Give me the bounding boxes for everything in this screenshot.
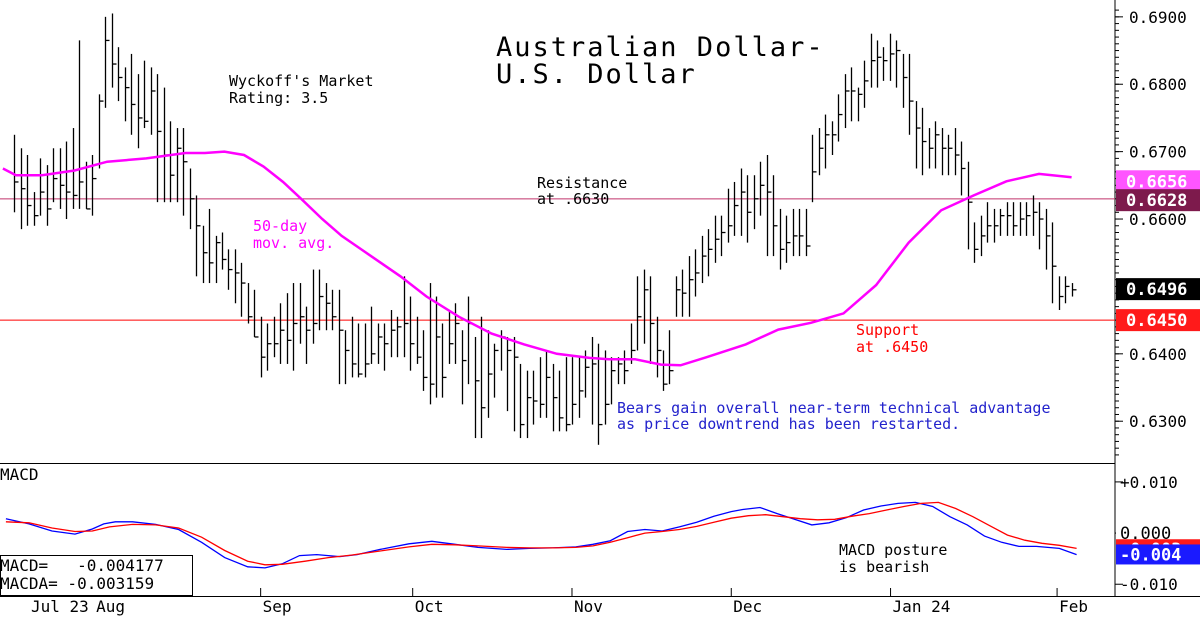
chart-title-line2: U.S. Dollar (496, 59, 697, 90)
price-tag-box (1116, 189, 1200, 212)
price-tag-box (1116, 309, 1200, 332)
price-tag-box (1116, 170, 1200, 193)
x-tick-label: Sep (263, 597, 292, 616)
price-tag-label: 0.6496 (1126, 280, 1187, 300)
macd-tag-box (1116, 523, 1200, 544)
macd-readout-box (0, 555, 193, 596)
macd-tick-label: +0.010 (1120, 473, 1178, 492)
macd-readout: MACD= -0.004177 (0, 556, 164, 575)
macd-annotation-line1: MACD posture (839, 541, 947, 559)
price-tick-label: 0.6700 (1129, 143, 1187, 162)
price-tag-label: 0.6628 (1126, 191, 1187, 211)
macd-lines (5, 501, 1077, 569)
x-tick-label: Jul 23 (31, 597, 89, 616)
support-resistance-lines (0, 198, 1115, 321)
price-tick-label: 0.6600 (1129, 210, 1187, 229)
macd-annotation-line2: is bearish (839, 558, 929, 576)
macd-panel-title: MACD (0, 465, 39, 484)
support-label-line2: at .6450 (856, 338, 928, 356)
note-line2: as price downtrend has been restarted. (617, 415, 960, 433)
chart-title-line1: Australian Dollar- (496, 32, 825, 63)
x-axis: Jul 23 Aug Sep Oct Nov Dec Jan 24 Feb (28, 588, 1088, 616)
macd-y-axis: +0.010 -0.010 (1115, 473, 1178, 594)
x-tick-label: Dec (733, 597, 762, 616)
ma-label-line1: 50-day (253, 217, 307, 235)
x-tick-label: Jan 24 (893, 597, 951, 616)
x-tick-label: Oct (415, 597, 444, 616)
macd-tick-label: -0.010 (1120, 575, 1178, 594)
rating-line1: Wyckoff's Market (229, 72, 374, 90)
moving-average-line (2, 150, 1072, 367)
price-y-axis: 0.6900 0.6800 0.6700 0.6600 0.6400 0.6300 (1115, 8, 1187, 456)
macd-series-macda (5, 501, 1077, 566)
price-tag-label: 0.6656 (1126, 172, 1187, 192)
macd-series-macd (5, 501, 1077, 569)
note-line1: Bears gain overall near-term technical a… (617, 399, 1050, 417)
ma-label-line2: mov. avg. (253, 234, 334, 252)
macd-tag-box (1116, 544, 1200, 565)
macd-tags: 0.000-0.003-0.004 (1116, 523, 1200, 565)
price-tick-label: 0.6800 (1129, 75, 1187, 94)
price-tick-label: 0.6400 (1129, 345, 1187, 364)
macda-readout: MACDA= -0.003159 (0, 574, 154, 593)
price-tag-box (1116, 278, 1200, 301)
resistance-label-line2: at .6630 (537, 190, 609, 208)
support-label-line1: Support (856, 321, 919, 339)
rating-line2: Rating: 3.5 (229, 89, 328, 107)
x-tick-label: Aug (96, 597, 125, 616)
macd-tag-label: -0.004 (1120, 545, 1181, 565)
resistance-label-line1: Resistance (537, 174, 627, 192)
price-tag-label: 0.6450 (1126, 311, 1187, 331)
price-tick-label: 0.6300 (1129, 412, 1187, 431)
macd-tag-label: 0.000 (1120, 524, 1171, 544)
x-tick-label: Feb (1059, 597, 1088, 616)
x-tick-label: Nov (574, 597, 603, 616)
price-tick-label: 0.6900 (1129, 8, 1187, 27)
